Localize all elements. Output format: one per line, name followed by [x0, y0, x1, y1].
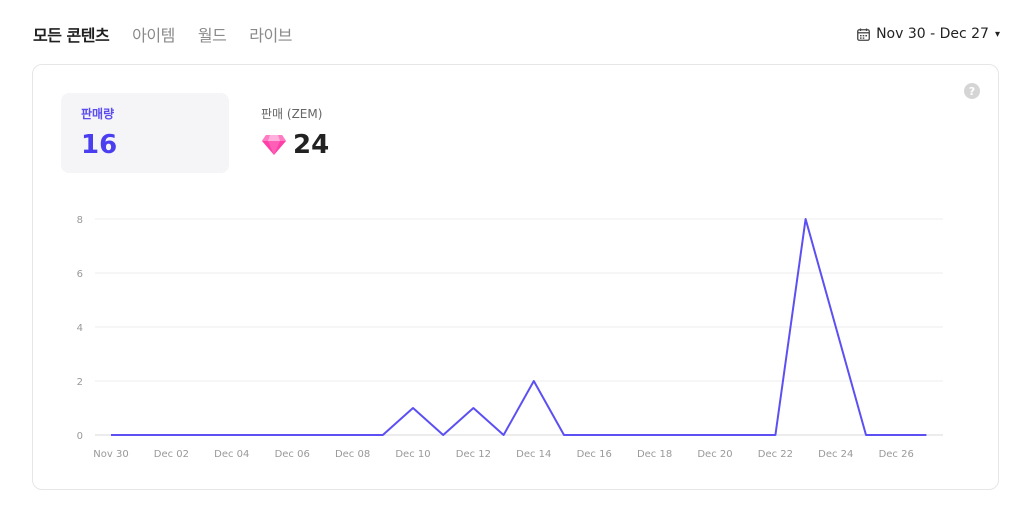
tab-all-content[interactable]: 모든 콘텐츠: [33, 26, 110, 45]
series-line: [111, 218, 927, 436]
metric-sales-zem-label: 판매 (ZEM): [261, 107, 323, 121]
x-tick-label: Dec 24: [818, 449, 853, 460]
stats-card: ? 판매량 16 판매 (ZEM) 24: [32, 64, 999, 490]
tab-worlds[interactable]: 월드: [197, 26, 227, 45]
y-tick-label: 4: [77, 323, 83, 334]
x-tick-label: Dec 02: [154, 449, 189, 460]
date-range-label: Nov 30 - Dec 27: [876, 26, 989, 42]
metric-sales-count-label: 판매량: [81, 107, 115, 121]
help-icon[interactable]: ?: [964, 83, 980, 99]
x-tick-label: Nov 30: [93, 449, 128, 460]
x-tick-label: Dec 26: [879, 449, 914, 460]
x-tick-label: Dec 06: [275, 449, 310, 460]
chevron-down-icon: ▾: [994, 28, 1000, 40]
y-tick-label: 6: [77, 269, 83, 280]
x-tick-label: Dec 20: [697, 449, 732, 460]
x-tick-label: Dec 10: [395, 449, 430, 460]
x-tick-label: Dec 18: [637, 449, 672, 460]
x-tick-label: Dec 04: [214, 449, 249, 460]
x-tick-label: Dec 16: [577, 449, 612, 460]
metric-sales-count[interactable]: 판매량 16: [61, 93, 229, 173]
x-tick-label: Dec 22: [758, 449, 793, 460]
gem-icon: [262, 135, 286, 155]
y-tick-label: 2: [77, 377, 83, 388]
x-tick-label: Dec 12: [456, 449, 491, 460]
tab-items[interactable]: 아이템: [132, 26, 175, 45]
content-tabs: 모든 콘텐츠 아이템 월드 라이브: [33, 22, 315, 46]
x-tick-label: Dec 14: [516, 449, 551, 460]
tab-live[interactable]: 라이브: [249, 26, 292, 45]
y-tick-label: 0: [77, 431, 83, 442]
metric-sales-zem-value: 24: [293, 130, 330, 160]
metric-sales-count-value: 16: [81, 130, 118, 160]
x-tick-label: Dec 08: [335, 449, 370, 460]
y-tick-label: 8: [77, 215, 83, 226]
date-range-picker[interactable]: Nov 30 - Dec 27 ▾: [857, 26, 1000, 42]
metric-sales-zem[interactable]: 판매 (ZEM) 24: [241, 93, 409, 173]
calendar-icon: [857, 28, 870, 41]
